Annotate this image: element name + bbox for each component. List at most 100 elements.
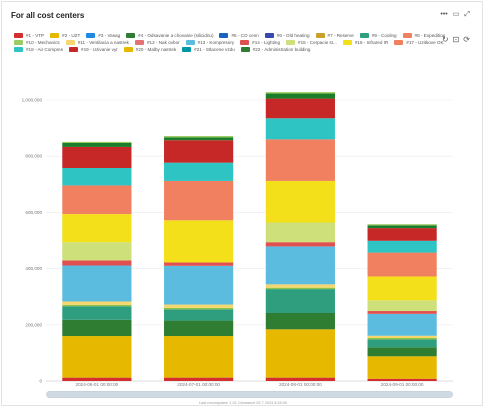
bar-segment[interactable] bbox=[265, 98, 335, 119]
legend-item[interactable]: #4 - Odsavanie a chovanie (silicidnu) bbox=[126, 33, 213, 38]
legend-label: #2 - UZT bbox=[62, 33, 81, 38]
legend-item[interactable]: #1 - VTP bbox=[14, 33, 44, 38]
bar-segment[interactable] bbox=[265, 312, 335, 330]
bar-segment[interactable] bbox=[164, 220, 234, 263]
legend-item[interactable]: #7 - Reserve bbox=[315, 33, 354, 38]
legend-item[interactable]: #6 - Old heating bbox=[264, 33, 310, 38]
legend-label: #14 - Lighting bbox=[252, 40, 281, 45]
bar-segment[interactable] bbox=[367, 311, 437, 314]
scrollbar-thumb[interactable] bbox=[47, 392, 452, 397]
legend-label: #7 - Reserve bbox=[327, 33, 354, 38]
bar-segment[interactable] bbox=[265, 118, 335, 140]
more-icon[interactable]: ••• bbox=[440, 11, 448, 18]
bar-segment[interactable] bbox=[367, 225, 437, 229]
legend-item[interactable]: #12 - Nak ovbor bbox=[134, 40, 180, 45]
bar-segment[interactable] bbox=[367, 252, 437, 277]
bar-segment[interactable] bbox=[367, 276, 437, 301]
bar-segment[interactable] bbox=[367, 300, 437, 312]
legend-item[interactable]: #15 - Cerpacie st... bbox=[286, 40, 337, 45]
bar-segment[interactable] bbox=[62, 377, 132, 381]
legend-label: #4 - Odsavanie a chovanie (silicidnu) bbox=[138, 33, 214, 38]
legend-item[interactable]: #17 - Uzitkove OK bbox=[394, 40, 444, 45]
bar-segment[interactable] bbox=[62, 260, 132, 266]
bar-segment[interactable] bbox=[367, 339, 437, 348]
legend-item[interactable]: #22 - Administration building bbox=[240, 47, 310, 52]
bar-segment[interactable] bbox=[164, 307, 234, 310]
bar-segment[interactable] bbox=[62, 306, 132, 320]
bar-segment[interactable] bbox=[367, 228, 437, 241]
bar-segment[interactable] bbox=[62, 141, 132, 143]
bar-segment[interactable] bbox=[265, 289, 335, 313]
bar-segment[interactable] bbox=[62, 168, 132, 186]
legend-item[interactable]: #2 - UZT bbox=[50, 33, 80, 38]
bar-segment[interactable] bbox=[367, 335, 437, 339]
bar-segment[interactable] bbox=[265, 222, 335, 243]
bar-segment[interactable] bbox=[62, 146, 132, 169]
bar-segment[interactable] bbox=[265, 246, 335, 285]
bar-segment[interactable] bbox=[367, 313, 437, 336]
x-tick-label: 2024-06-01 00:00:00 bbox=[76, 382, 119, 387]
bar-segment[interactable] bbox=[164, 265, 234, 305]
minimize-icon[interactable]: ▭ bbox=[452, 11, 460, 18]
bar-segment[interactable] bbox=[62, 242, 132, 261]
bar-segment[interactable] bbox=[62, 304, 132, 307]
legend-label: #5 - CO cenn bbox=[231, 33, 259, 38]
legend-item[interactable]: #3 - Vasag bbox=[86, 33, 120, 38]
expand-icon[interactable]: ⤢ bbox=[464, 11, 470, 18]
bar-segment[interactable] bbox=[367, 347, 437, 357]
bar-segment[interactable] bbox=[62, 319, 132, 337]
legend-item[interactable]: #10 - Mechanics bbox=[14, 40, 60, 45]
legend-item[interactable]: #14 - Lighting bbox=[240, 40, 280, 45]
zoom-reset-icon[interactable]: ⊡ bbox=[452, 35, 460, 44]
bar-segment[interactable] bbox=[367, 224, 437, 226]
bar-segment[interactable] bbox=[265, 93, 335, 99]
legend-item[interactable]: #16 - Infrared IR bbox=[342, 40, 389, 45]
legend-item[interactable]: #19 - Uzivanie vyr bbox=[69, 47, 118, 52]
bar-segment[interactable] bbox=[367, 356, 437, 379]
bar-segment[interactable] bbox=[164, 309, 234, 321]
legend-item[interactable]: #13 - Kompresory bbox=[185, 40, 234, 45]
legend-label: #16 - Infrared IR bbox=[354, 40, 389, 45]
bar-segment[interactable] bbox=[265, 139, 335, 181]
bar-segment[interactable] bbox=[164, 262, 234, 266]
bar-segment[interactable] bbox=[62, 142, 132, 147]
bar-segment[interactable] bbox=[265, 377, 335, 381]
bar-segment[interactable] bbox=[265, 284, 335, 288]
bar-segment[interactable] bbox=[164, 336, 234, 378]
bar-segment[interactable] bbox=[164, 377, 234, 381]
bar-segment[interactable] bbox=[164, 135, 234, 138]
legend-item[interactable]: #9 - Cooling bbox=[359, 33, 397, 38]
bar-segment[interactable] bbox=[367, 240, 437, 253]
chart-toolbar: ↻ ⊡ ⟳ bbox=[442, 36, 470, 44]
bar-segment[interactable] bbox=[367, 378, 437, 381]
bar-segment[interactable] bbox=[62, 336, 132, 378]
bar-segment[interactable] bbox=[265, 329, 335, 378]
legend-item[interactable]: #18 - Air Compres bbox=[14, 47, 63, 52]
legend-item[interactable]: #11 - Ventilacia a nastrek bbox=[65, 40, 129, 45]
bar-segment[interactable] bbox=[164, 140, 234, 163]
legend-item[interactable]: #8 - Expedition bbox=[402, 33, 445, 38]
bar-segment[interactable] bbox=[62, 301, 132, 305]
reload-icon[interactable]: ⟳ bbox=[463, 35, 470, 44]
bar-segment[interactable] bbox=[265, 287, 335, 290]
bar-segment[interactable] bbox=[164, 180, 234, 221]
bar-segment[interactable] bbox=[265, 180, 335, 223]
bar-segment[interactable] bbox=[62, 214, 132, 243]
bar-segment[interactable] bbox=[265, 242, 335, 247]
legend-item[interactable]: #20 - Malby nastrek bbox=[123, 47, 176, 52]
legend-item[interactable]: #5 - CO cenn bbox=[219, 33, 259, 38]
bar-segment[interactable] bbox=[164, 304, 234, 308]
bar-segment[interactable] bbox=[62, 265, 132, 302]
bar-segment[interactable] bbox=[164, 162, 234, 181]
bar-segment[interactable] bbox=[62, 185, 132, 215]
y-tick-label: 600,000 bbox=[25, 210, 42, 215]
bar-segment[interactable] bbox=[164, 137, 234, 141]
bar-segment[interactable] bbox=[164, 320, 234, 337]
legend-label: #17 - Uzitkove OK bbox=[406, 40, 444, 45]
refresh-icon[interactable]: ↻ bbox=[441, 35, 449, 44]
legend-label: #21 - Stlacene vzdu bbox=[194, 47, 235, 52]
x-scrollbar[interactable] bbox=[46, 391, 453, 398]
bar-segment[interactable] bbox=[265, 92, 335, 94]
bar-segment[interactable] bbox=[367, 338, 437, 340]
legend-item[interactable]: #21 - Stlacene vzdu bbox=[182, 47, 235, 52]
